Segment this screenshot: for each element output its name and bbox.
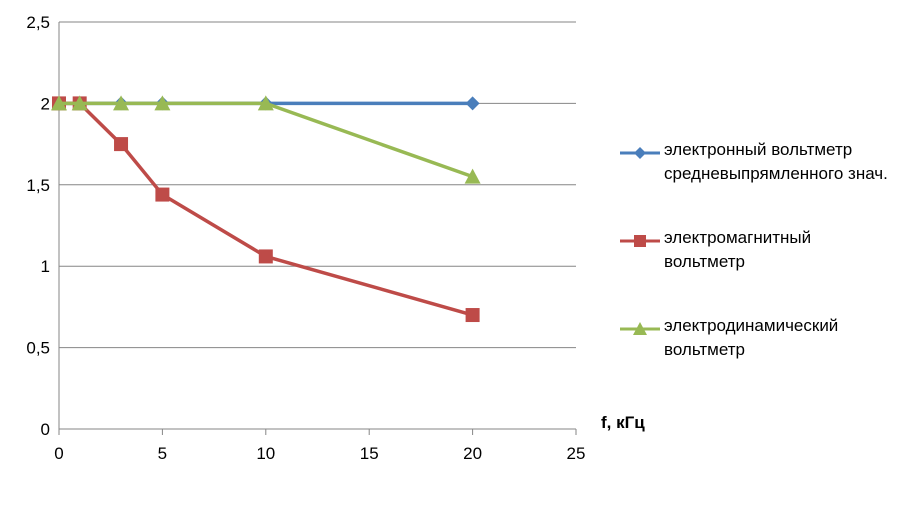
data-point xyxy=(258,249,273,264)
legend-swatch-square xyxy=(620,235,660,247)
x-tick-label: 0 xyxy=(54,444,63,463)
grid-lines xyxy=(59,21,576,349)
y-tick-label: 0,5 xyxy=(26,339,50,358)
x-tick-label: 15 xyxy=(360,444,379,463)
axes xyxy=(58,22,577,435)
y-tick-label: 2 xyxy=(41,94,50,113)
legend-label: электронный вольтметр средневыпрямленног… xyxy=(664,140,888,183)
data-point xyxy=(465,96,480,111)
data-point xyxy=(113,95,130,111)
legend-swatch-triangle xyxy=(620,322,660,335)
x-tick-label: 20 xyxy=(463,444,482,463)
y-tick-labels: 0 0,5 1 1,5 2 2,5 xyxy=(26,13,50,439)
y-tick-label: 1 xyxy=(41,257,50,276)
data-point xyxy=(51,95,67,111)
data-point xyxy=(257,95,274,111)
y-tick-label: 1,5 xyxy=(26,176,50,195)
data-point xyxy=(154,95,171,111)
legend-label: электромагнитный вольтметр xyxy=(664,228,812,271)
y-tick-label: 2,5 xyxy=(26,13,50,32)
data-point xyxy=(114,137,129,152)
x-tick-label: 5 xyxy=(158,444,167,463)
data-point xyxy=(464,168,481,184)
series-line xyxy=(59,101,474,317)
legend-label: электродинамический вольтметр xyxy=(664,316,839,359)
data-point xyxy=(465,308,480,323)
legend-swatch-diamond xyxy=(620,147,660,159)
series-group xyxy=(51,95,481,323)
x-tick-label: 25 xyxy=(567,444,586,463)
x-tick-labels: 0 5 10 15 20 25 xyxy=(54,444,585,463)
series-2 xyxy=(52,96,480,323)
x-tick-label: 10 xyxy=(256,444,275,463)
data-point xyxy=(155,187,170,202)
series-3 xyxy=(51,95,481,184)
x-axis-label: f, кГц xyxy=(601,413,645,432)
data-point xyxy=(71,95,88,111)
y-tick-label: 0 xyxy=(41,420,50,439)
